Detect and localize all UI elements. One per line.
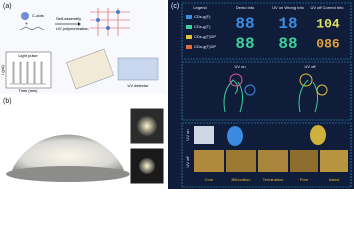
header: UV off Correct Info	[310, 5, 344, 10]
x-axis-label: Time (min)	[19, 88, 39, 93]
section-box	[181, 2, 352, 60]
state-label: UV off	[185, 156, 190, 168]
panel-label: (b)	[3, 98, 12, 105]
header: Legend	[193, 5, 206, 10]
legend-entry: CDs-g(T)DP	[194, 44, 216, 49]
header: UV on Wrong Info	[272, 5, 304, 10]
pulse-trace	[10, 61, 46, 85]
plus: +	[25, 21, 28, 27]
digits: 104	[316, 16, 340, 31]
figure: (a) C-dots + Self-assembly UV polymeriza…	[0, 0, 354, 189]
photo-glow	[137, 116, 157, 136]
photo-glow	[139, 158, 155, 174]
legend: CDs-g(F) CDs-g(T) CDs-g(T)DP CDs-g(T)DP	[186, 14, 216, 49]
molecule-label: C-dots	[32, 13, 44, 18]
arrow-head	[78, 22, 81, 26]
digits: 18	[278, 15, 297, 33]
dome-base	[6, 166, 130, 182]
panel-label: (a)	[3, 3, 12, 10]
step-label: Self-assembly	[56, 16, 81, 21]
feature-label: Pore	[300, 177, 309, 182]
step-label: UV polymerization	[56, 26, 88, 31]
y-axis-label: I (pA)	[0, 64, 5, 74]
flower-art	[223, 73, 328, 113]
panel-a: (a) C-dots + Self-assembly UV polymeriza…	[0, 0, 166, 94]
section-box	[181, 61, 352, 121]
inset-plot	[5, 51, 52, 89]
state-label: UV on	[234, 64, 245, 69]
network	[90, 8, 130, 36]
panel-b: (b)	[0, 95, 166, 189]
digits: 88	[278, 35, 297, 53]
inset-note: Light pulse	[18, 53, 38, 58]
panel-label: (c)	[171, 3, 179, 10]
feature-label: Termination	[263, 177, 284, 182]
digits: 086	[316, 36, 340, 51]
photo-bottom	[129, 147, 165, 185]
dome	[12, 134, 124, 170]
legend-entry: CDs-g(T)DP	[194, 34, 216, 39]
feature-label: Core	[205, 177, 214, 182]
device	[66, 48, 114, 90]
state-label: UV off	[304, 64, 316, 69]
digits: 88	[235, 15, 254, 33]
fingerprint-photos	[194, 125, 348, 172]
legend-entry: CDs-g(T)	[194, 24, 211, 29]
digits: 88	[235, 35, 254, 53]
device-zoom	[117, 57, 159, 81]
device-label: UV detector	[127, 83, 149, 88]
cdot-icon	[21, 12, 29, 20]
state-label: UV on	[185, 129, 190, 140]
panel-c: (c) Legend Demo Info UV on Wrong Info UV…	[168, 0, 354, 189]
legend-entry: CDs-g(F)	[194, 14, 211, 19]
header: Demo Info	[236, 5, 255, 10]
feature-label: Bifurcation	[232, 177, 251, 182]
molecule-icon	[19, 26, 45, 31]
feature-label: Island	[329, 177, 340, 182]
section-box	[181, 122, 352, 188]
